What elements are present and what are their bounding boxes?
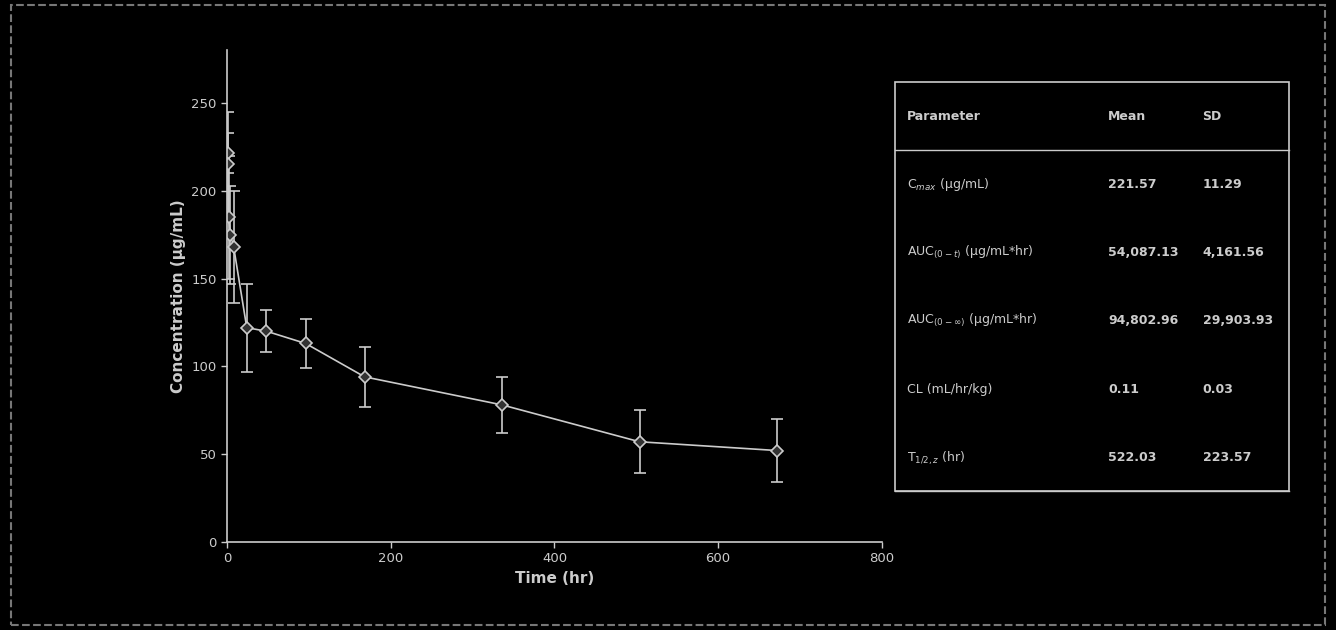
- Text: 522.03: 522.03: [1108, 451, 1157, 464]
- Text: CL (mL/hr/kg): CL (mL/hr/kg): [907, 382, 993, 396]
- Text: 223.57: 223.57: [1202, 451, 1250, 464]
- Text: 221.57: 221.57: [1108, 178, 1157, 191]
- Text: 0.11: 0.11: [1108, 382, 1140, 396]
- X-axis label: Time (hr): Time (hr): [514, 571, 595, 586]
- Text: Mean: Mean: [1108, 110, 1146, 122]
- Text: C$_{max}$ (µg/mL): C$_{max}$ (µg/mL): [907, 176, 989, 193]
- Text: Parameter: Parameter: [907, 110, 981, 122]
- Text: 29,903.93: 29,903.93: [1202, 314, 1273, 327]
- Text: AUC$_{(0-∞)}$ (µg/mL*hr): AUC$_{(0-∞)}$ (µg/mL*hr): [907, 312, 1038, 329]
- Text: 54,087.13: 54,087.13: [1108, 246, 1178, 259]
- Text: 0.03: 0.03: [1202, 382, 1233, 396]
- Text: 94,802.96: 94,802.96: [1108, 314, 1178, 327]
- Text: 4,161.56: 4,161.56: [1202, 246, 1264, 259]
- Text: AUC$_{(0-t)}$ (µg/mL*hr): AUC$_{(0-t)}$ (µg/mL*hr): [907, 244, 1034, 261]
- Text: T$_{1/2,z}$ (hr): T$_{1/2,z}$ (hr): [907, 449, 966, 466]
- Y-axis label: Concentration (µg/mL): Concentration (µg/mL): [171, 199, 186, 393]
- Text: 11.29: 11.29: [1202, 178, 1242, 191]
- FancyBboxPatch shape: [895, 82, 1289, 491]
- Text: SD: SD: [1202, 110, 1222, 122]
